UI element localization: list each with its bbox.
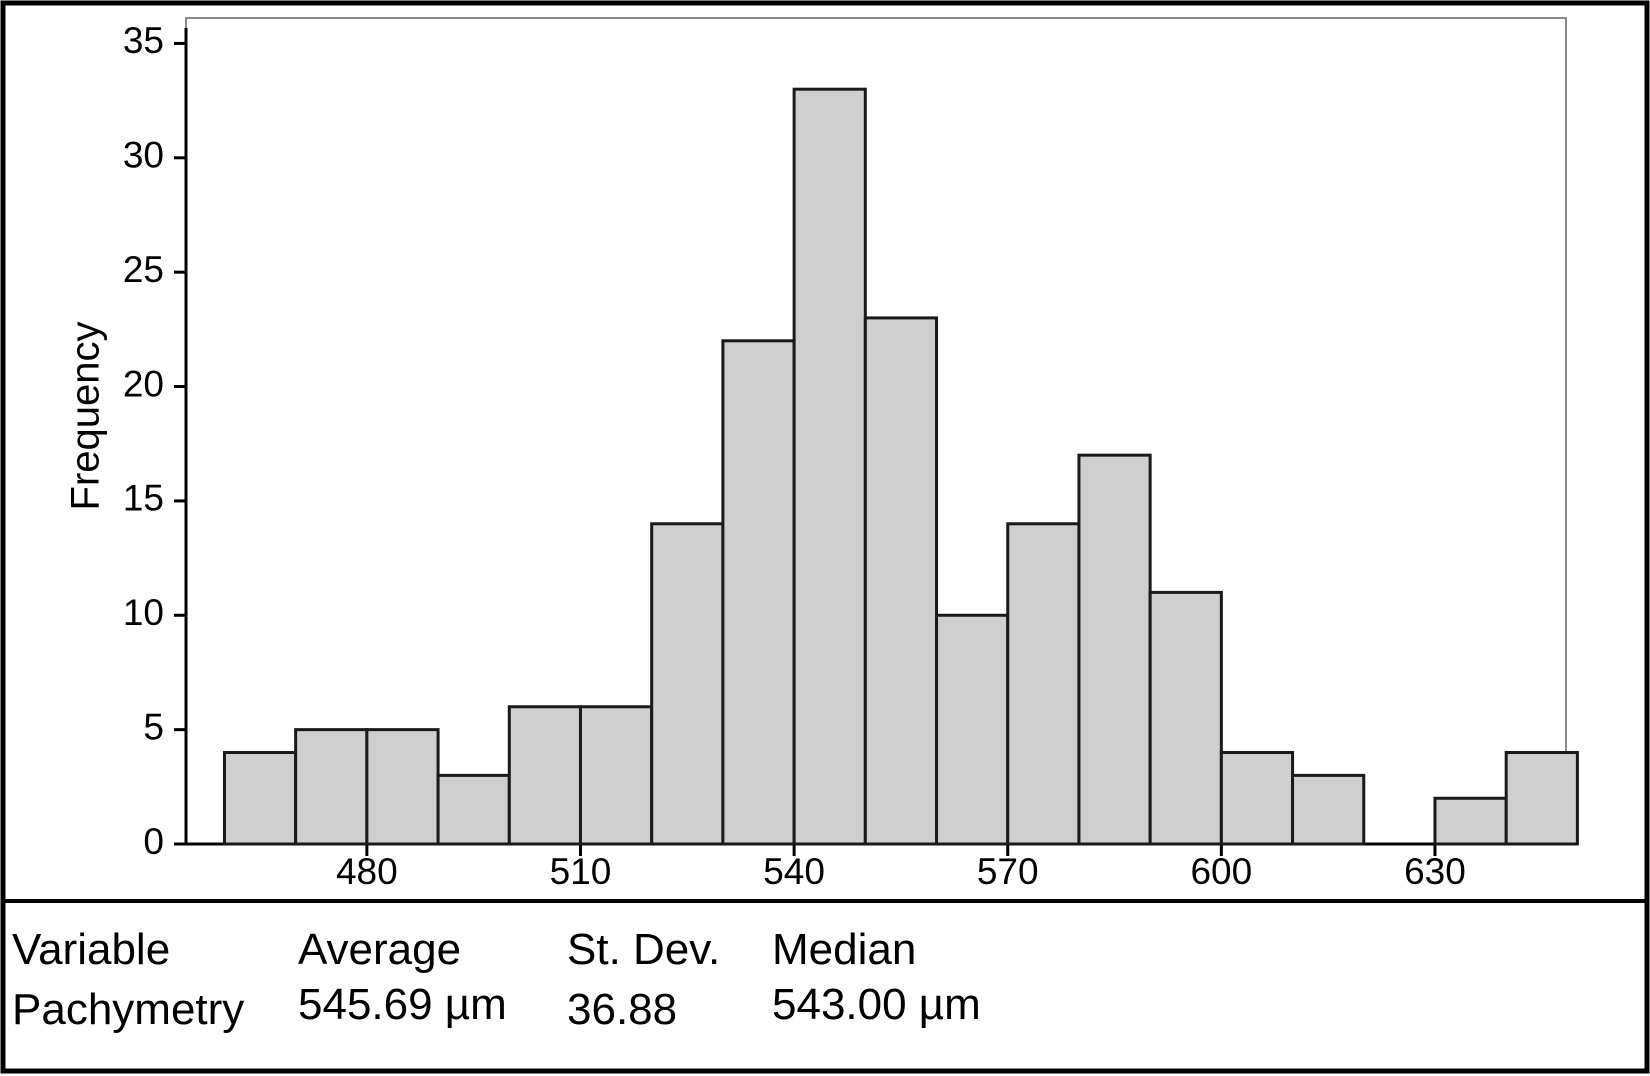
x-axis: 480 510 540 570 600 630 xyxy=(186,842,1566,892)
histogram-bar xyxy=(1077,453,1152,846)
y-tick-label: 0 xyxy=(143,821,164,862)
y-axis-label: Frequency xyxy=(64,322,108,511)
x-tick-label: 570 xyxy=(977,851,1039,892)
y-tick-label: 10 xyxy=(123,592,164,633)
x-tick-label: 480 xyxy=(336,851,398,892)
histogram-bar xyxy=(507,705,582,846)
y-tick-label: 20 xyxy=(123,363,164,404)
x-tick-label: 600 xyxy=(1190,851,1252,892)
x-tick-label: 510 xyxy=(550,851,612,892)
stats-header-average: Average xyxy=(298,925,462,974)
histogram-bar xyxy=(650,522,725,846)
y-tick-label: 35 xyxy=(123,20,164,61)
histogram-bar xyxy=(792,87,867,846)
histogram-bar xyxy=(436,773,511,846)
stats-header-variable: Variable xyxy=(12,925,171,974)
y-tick-label: 15 xyxy=(123,478,164,519)
histogram-bar xyxy=(365,728,440,846)
stats-average-value: 545.69 µm xyxy=(298,980,507,1029)
y-tick-label: 25 xyxy=(123,249,164,290)
histogram-bar xyxy=(1291,773,1366,846)
y-axis: 0 5 10 15 20 25 30 35 xyxy=(123,20,188,862)
stats-stdev-value: 36.88 xyxy=(567,985,678,1034)
histogram-bar xyxy=(1504,751,1579,846)
x-tick-label: 540 xyxy=(763,851,825,892)
stats-header-median: Median xyxy=(772,925,917,974)
histogram-bar xyxy=(935,613,1010,846)
histogram-bar xyxy=(1219,751,1295,846)
histogram-bar xyxy=(863,316,939,846)
stats-variable-name: Pachymetry xyxy=(12,985,245,1034)
x-tick-label: 630 xyxy=(1404,851,1466,892)
histogram-bar xyxy=(294,728,369,846)
y-tick-label: 5 xyxy=(143,706,164,747)
bars xyxy=(222,87,1579,846)
histogram-bar xyxy=(1006,522,1081,846)
stats-header-stdev: St. Dev. xyxy=(567,925,721,974)
histogram-bar xyxy=(1433,796,1508,846)
histogram-bar xyxy=(721,339,796,846)
stats-median-value: 543.00 µm xyxy=(772,980,981,1029)
histogram-bar xyxy=(578,705,654,846)
histogram-bar xyxy=(1148,590,1223,846)
histogram-bar xyxy=(222,751,298,846)
y-tick-label: 30 xyxy=(123,135,164,176)
